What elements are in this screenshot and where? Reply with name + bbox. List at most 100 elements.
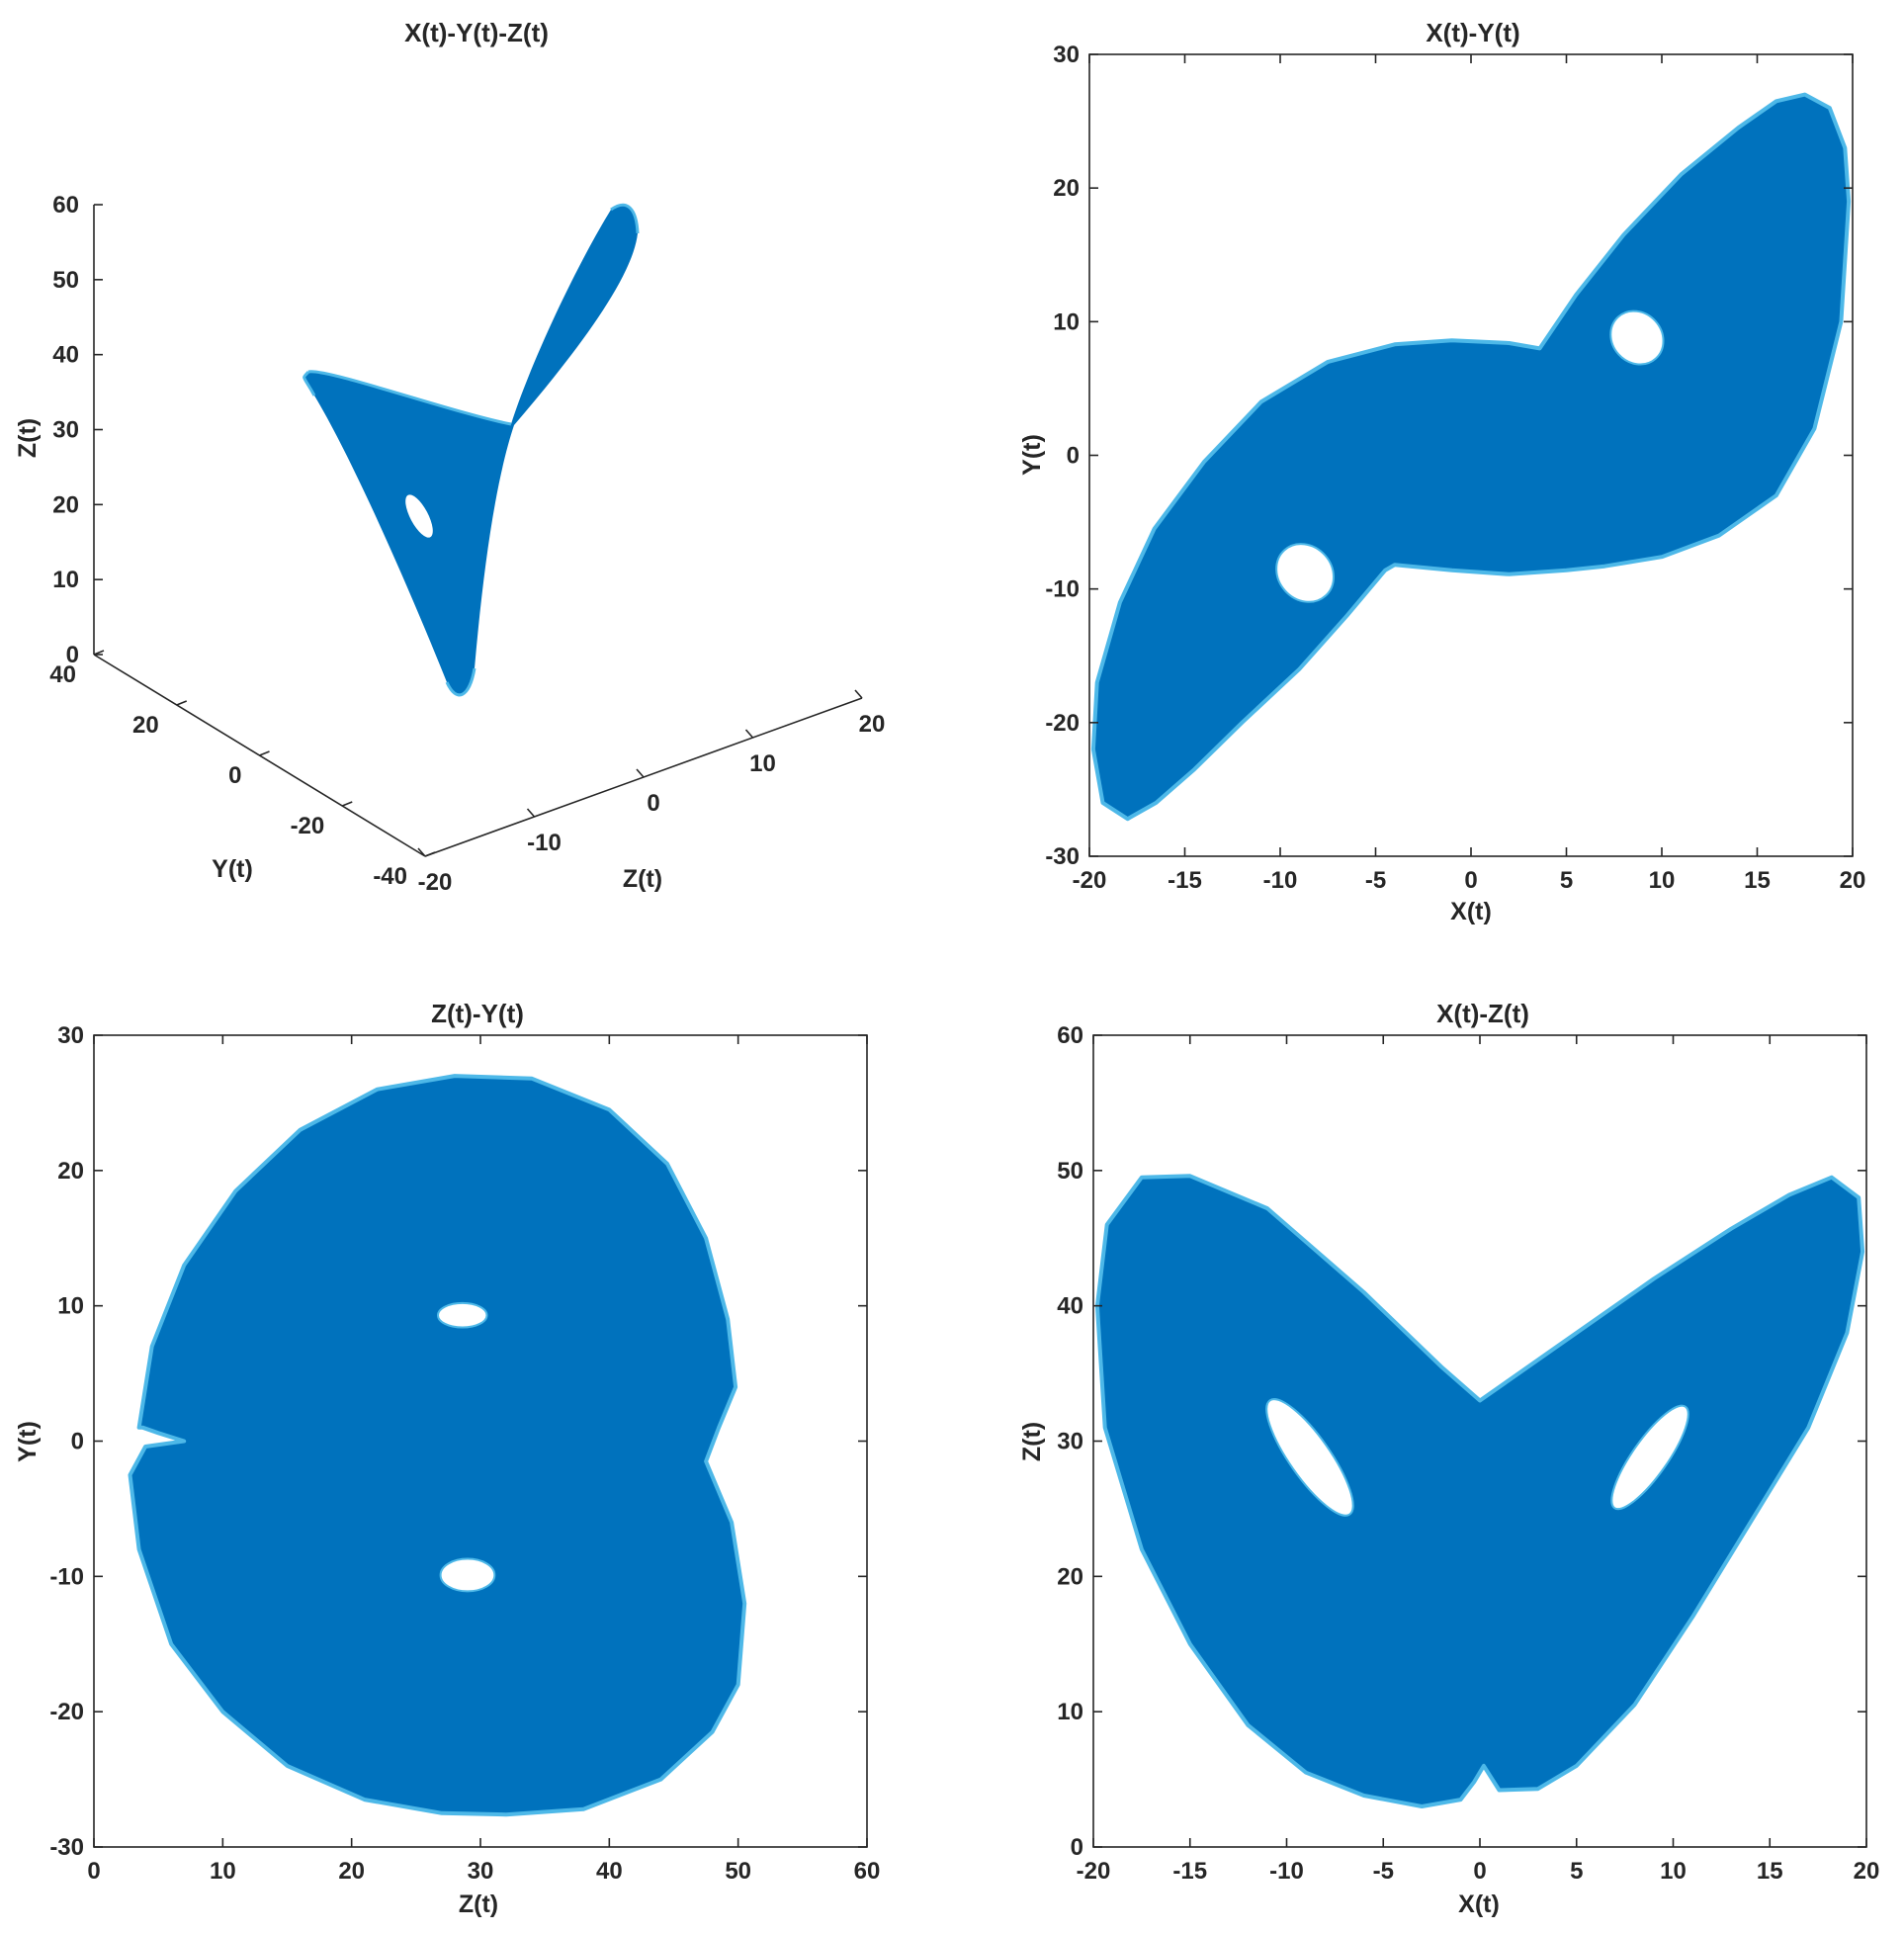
axis-ticks: 0 10 20 30 40 50 60 -40 -20 0 20 40 -20 -10 0 10 20 — [49, 192, 885, 896]
y-tick-label: 30 — [57, 1022, 84, 1049]
x-tick-mark — [854, 689, 863, 699]
x-tick-label: 60 — [854, 1858, 881, 1885]
x-axis-label: X(t) — [1450, 898, 1492, 925]
plot-area — [1094, 1174, 1865, 1808]
x-tick-label: -10 — [1263, 867, 1298, 894]
y-tick-label: 40 — [1057, 1293, 1083, 1320]
x-tick-label: 10 — [1660, 1858, 1687, 1885]
y-axis-label: Y(t) — [14, 1421, 42, 1462]
chart-title: Z(t)-Y(t) — [431, 999, 524, 1028]
y-tick-label: 20 — [1053, 175, 1080, 202]
x-axis-label: Z(t) — [623, 865, 662, 893]
attractor-hole — [439, 1557, 496, 1593]
x-tick-mark — [744, 729, 754, 739]
attractor-edge-3d — [303, 203, 640, 697]
y-tick-label: 10 — [1053, 308, 1080, 335]
x-tick-label: 10 — [1649, 867, 1676, 894]
axes-box — [1092, 1034, 1867, 1848]
axis-ticks: 0 10 20 30 40 50 60 -30 -20 -10 0 10 20 30 — [49, 1022, 880, 1885]
x-tick-label: 5 — [1560, 867, 1573, 894]
x-tick-mark — [526, 808, 536, 818]
x-tick-label: -10 — [1269, 1858, 1304, 1885]
x-tick-label: 20 — [1854, 1858, 1880, 1885]
y-axis-label: Y(t) — [212, 855, 253, 883]
attractor-hole — [1275, 543, 1336, 603]
y-tick-label: 20 — [57, 1158, 84, 1185]
z-tick-label: 0 — [66, 642, 79, 668]
axis-ticks: -20 -15 -10 -5 0 5 10 15 20 0 10 20 30 40 50 60 — [1057, 1022, 1879, 1885]
x-tick-label: 5 — [1570, 1858, 1583, 1885]
y-axis-label: Y(t) — [1018, 434, 1046, 476]
z-tick-label: 40 — [52, 342, 79, 369]
y-tick-label: 0 — [1067, 443, 1080, 470]
attractor-hole — [436, 1301, 488, 1329]
y-tick-label: 30 — [1053, 42, 1080, 68]
y-axis-label: Z(t) — [1018, 1422, 1046, 1461]
x-tick-label: 40 — [596, 1858, 623, 1885]
chart-title: X(t)-Y(t) — [1426, 18, 1519, 47]
y-tick-mark — [341, 801, 353, 807]
plot-area — [128, 1074, 747, 1817]
attractor-body — [128, 1074, 747, 1817]
y-tick-label: -20 — [49, 1699, 84, 1725]
y-tick-label: 0 — [1071, 1834, 1083, 1861]
chart-title: X(t)-Y(t)-Z(t) — [404, 18, 549, 47]
y-tick-mark — [259, 750, 270, 756]
attractor-hole — [1610, 1404, 1689, 1511]
x-tick-label: 10 — [210, 1858, 236, 1885]
x-tick-label: 15 — [1757, 1858, 1783, 1885]
y-tick-label: 40 — [49, 661, 76, 688]
z-tick-label: 30 — [52, 417, 79, 444]
x-tick-label: 15 — [1744, 867, 1771, 894]
x-tick-label: -10 — [527, 830, 562, 856]
chart-title: X(t)-Z(t) — [1436, 999, 1529, 1028]
x-tick-label: -20 — [1077, 1858, 1111, 1885]
y-tick-mark — [424, 851, 436, 857]
z-tick-label: 20 — [52, 491, 79, 518]
attractor-body-3d — [303, 205, 638, 695]
attractor-body — [1094, 1174, 1865, 1808]
x-tick-label: 20 — [859, 711, 886, 738]
x-tick-label: 0 — [1464, 867, 1477, 894]
x-axis-label: X(t) — [1458, 1890, 1500, 1918]
x-tick-label: -20 — [1073, 867, 1107, 894]
x-tick-label: 50 — [725, 1858, 751, 1885]
y-tick-label: -20 — [1045, 710, 1080, 737]
y-tick-label: 10 — [57, 1293, 84, 1320]
y-tick-mark — [176, 700, 188, 706]
x-tick-label: 0 — [87, 1858, 100, 1885]
x-tick-label: 20 — [338, 1858, 365, 1885]
panel-xz: X(t)-Z(t) -20 -15 -10 -5 0 5 10 15 20 0 10 20 30 40 50… — [1018, 999, 1879, 1918]
y-tick-label: 0 — [71, 1429, 84, 1455]
attractor-hole — [1609, 309, 1665, 366]
x-tick-label: 0 — [1473, 1858, 1486, 1885]
attractor-hole-3d — [405, 494, 433, 538]
y-tick-label: 20 — [1057, 1563, 1083, 1590]
x-tick-label: 0 — [647, 790, 659, 817]
y-tick-label: -40 — [373, 863, 407, 890]
y-tick-label: 20 — [132, 712, 159, 739]
x-tick-mark — [636, 768, 645, 778]
attractor-3d — [303, 203, 640, 697]
y-tick-label: 50 — [1057, 1158, 1083, 1185]
z-tick-label: 50 — [52, 267, 79, 294]
y-tick-label: -20 — [291, 813, 325, 839]
x-tick-label: 10 — [749, 750, 776, 777]
y-tick-label: 60 — [1057, 1022, 1083, 1049]
attractor-body — [1090, 92, 1852, 822]
x-tick-label: 20 — [1840, 867, 1866, 894]
axes-box — [1088, 53, 1854, 857]
y-tick-label: 0 — [228, 762, 241, 789]
y-tick-label: 10 — [1057, 1699, 1083, 1725]
z-tick-label: 60 — [52, 192, 79, 219]
panel-xyz: X(t)-Y(t)-Z(t) 0 10 20 30 40 50 60 -40 -20 0 20 40 -… — [14, 18, 885, 896]
plot-area — [1090, 92, 1852, 822]
x-tick-mark — [417, 847, 426, 857]
x-axis-label: Z(t) — [459, 1890, 498, 1918]
z-axis-label: Z(t) — [14, 418, 42, 458]
x-tick-label: -5 — [1373, 1858, 1394, 1885]
y-tick-label: -30 — [1045, 843, 1080, 870]
y-tick-label: -10 — [1045, 576, 1080, 603]
